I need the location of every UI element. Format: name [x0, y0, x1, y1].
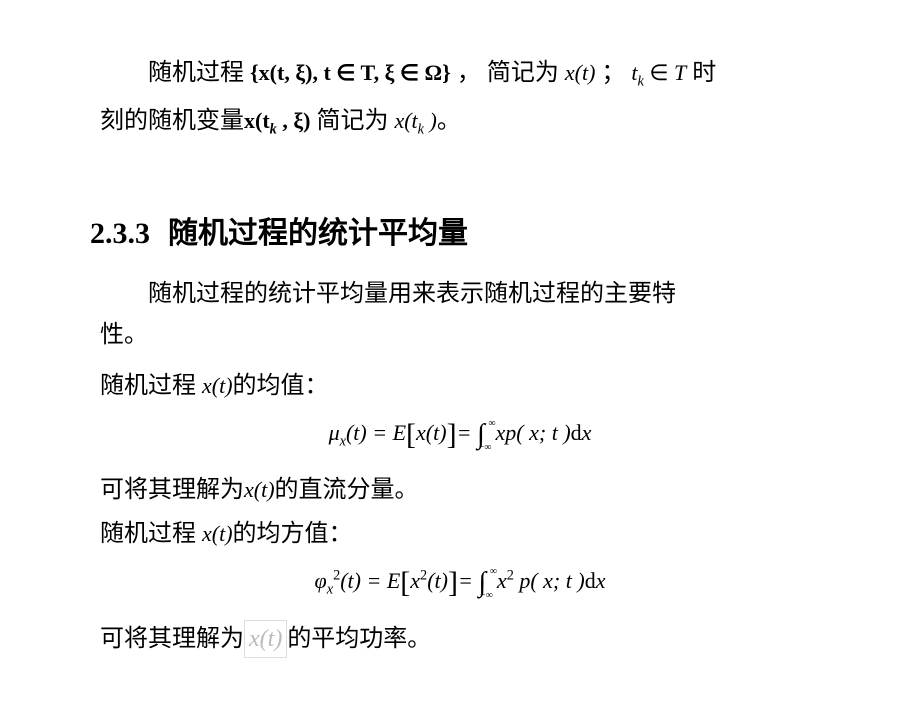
math-in: ∈ [649, 60, 674, 85]
msq-equation: φx2(t) = E[x2(t)]= ∫−∞∞x2 p( x; t )dx [100, 560, 820, 605]
text: 时 [692, 60, 716, 86]
text: 的均方值： [233, 521, 353, 547]
text: 可将其理解为 [100, 626, 244, 652]
math-xtk2: x(tk ) [394, 108, 436, 133]
intro-line1: 随机过程的统计平均量用来表示随机过程的主要特 [100, 276, 820, 312]
text: 的均值： [233, 373, 329, 399]
math-xt: x(t) [202, 373, 233, 398]
math-xt: x(t) [202, 521, 233, 546]
text: ； [601, 60, 625, 86]
intro-line2: 性。 [100, 317, 820, 353]
mean-interpretation: 可将其理解为x(t)的直流分量。 [100, 472, 820, 508]
mean-equation: μx(t) = E[x(t)]= ∫−∞∞xp( x; t )dx [100, 412, 820, 457]
text: 随机过程 [100, 521, 202, 547]
math-xt: x(t) [244, 477, 275, 502]
text: 可将其理解为 [100, 477, 244, 503]
section-heading: 2.3.3 随机过程的统计平均量 [90, 211, 820, 256]
math-set: {x(t, ξ), t ∈ T, ξ ∈ Ω} [250, 60, 451, 85]
document-page: 随机过程 {x(t, ξ), t ∈ T, ξ ∈ Ω} ， 简记为 x(t) … [0, 0, 920, 706]
text: 的直流分量。 [275, 477, 419, 503]
paragraph-top-line1: 随机过程 {x(t, ξ), t ∈ T, ξ ∈ Ω} ， 简记为 x(t) … [100, 55, 820, 93]
msq-interpretation: 可将其理解为x(t)的平均功率。 [100, 620, 820, 658]
paragraph-top-line2: 刻的随机变量x(tk , ξ) 简记为 x(tk )。 [100, 103, 820, 141]
text: 简记为 [316, 108, 394, 134]
math-T: T [674, 60, 686, 85]
mean-label: 随机过程 x(t)的均值： [100, 368, 820, 404]
math-xt-faded: x(t) [244, 620, 287, 658]
text: 。 [437, 108, 461, 134]
text: 随机过程 [100, 373, 202, 399]
math-xtk: x(tk , ξ) [244, 108, 310, 133]
text: 随机过程 [148, 60, 244, 86]
section-title: 随机过程的统计平均量 [168, 217, 468, 250]
text: 刻的随机变量 [100, 108, 244, 134]
math-xt: x(t) [565, 60, 596, 85]
text: ， 简记为 [457, 60, 565, 86]
section-number: 2.3.3 [90, 217, 150, 250]
text: 的平均功率。 [287, 626, 431, 652]
math-tk: tk [631, 60, 649, 85]
msq-label: 随机过程 x(t)的均方值： [100, 516, 820, 552]
